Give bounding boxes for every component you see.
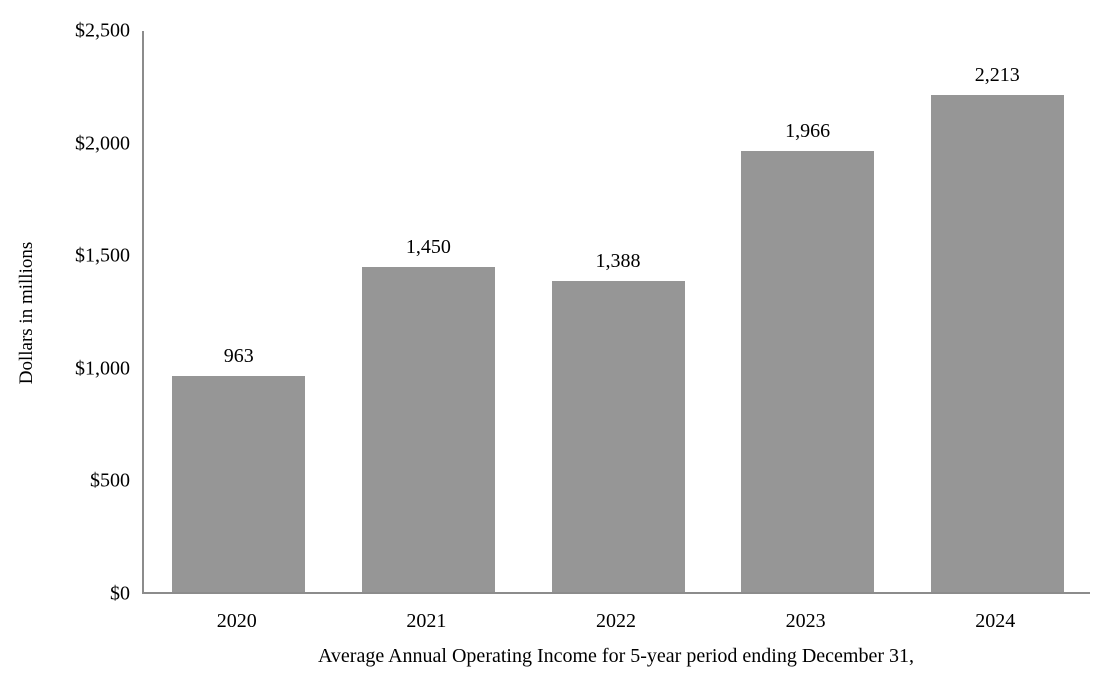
x-tick-label: 2023 bbox=[785, 610, 826, 632]
bar-2024 bbox=[931, 95, 1064, 592]
x-axis-title: Average Annual Operating Income for 5-ye… bbox=[317, 645, 915, 667]
y-axis-title: Dollars in millions bbox=[16, 241, 37, 385]
bar-value-label: 1,450 bbox=[405, 236, 451, 258]
x-tick-label: 2022 bbox=[596, 610, 636, 632]
plot-area: 963 1,450 1,388 1,966 2,213 bbox=[142, 31, 1090, 594]
bar-value-label: 963 bbox=[223, 345, 254, 367]
bar-2021 bbox=[362, 267, 495, 592]
y-tick-label: $0 bbox=[110, 582, 130, 605]
bar-value-label: 1,388 bbox=[595, 250, 641, 272]
bar-2020 bbox=[172, 376, 305, 592]
bar-value-label: 1,966 bbox=[785, 120, 831, 142]
bar-value-label: 2,213 bbox=[974, 64, 1020, 86]
bar-2023 bbox=[741, 151, 874, 592]
x-tick-label: 2024 bbox=[975, 610, 1016, 632]
y-tick-label: $2,500 bbox=[75, 19, 130, 42]
y-tick-label: $500 bbox=[90, 469, 130, 492]
y-tick-label: $2,000 bbox=[75, 132, 130, 155]
y-tick-label: $1,500 bbox=[75, 244, 130, 267]
y-tick-label: $1,000 bbox=[75, 357, 130, 380]
bar-2022 bbox=[552, 281, 685, 592]
x-tick-label: 2020 bbox=[216, 610, 257, 632]
x-tick-label: 2021 bbox=[406, 610, 447, 632]
